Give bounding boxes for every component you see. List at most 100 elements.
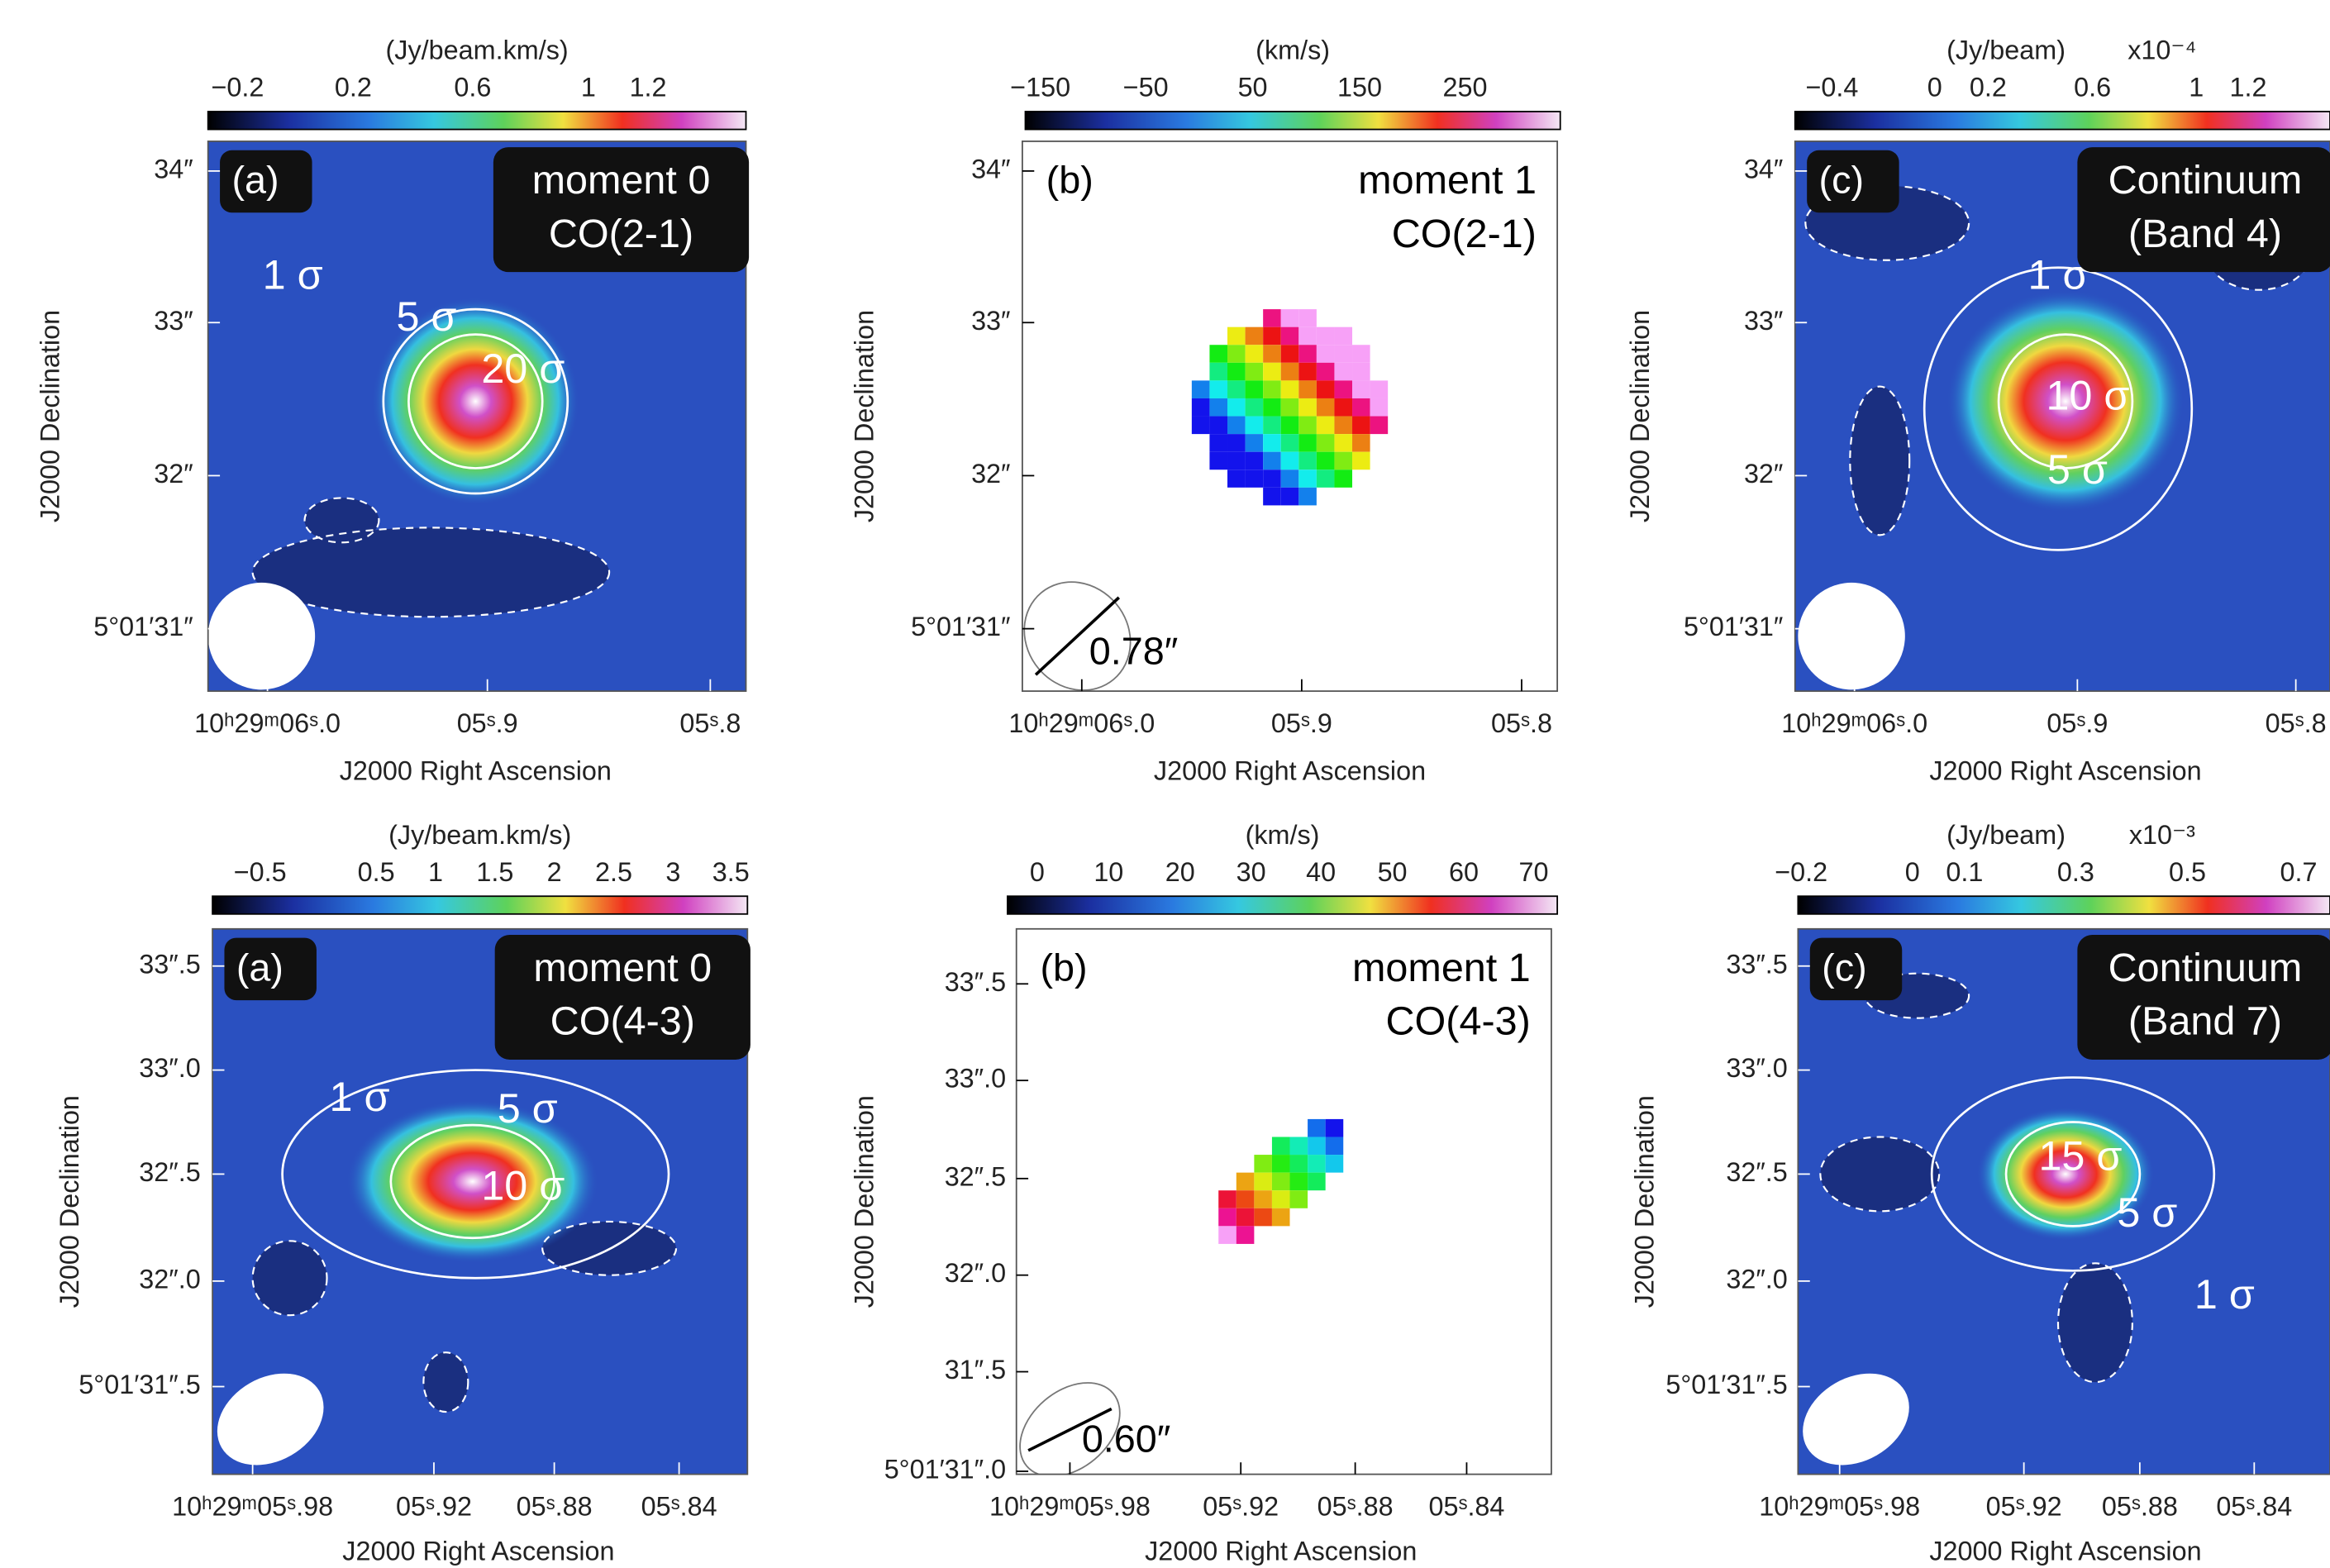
pixel [1352, 398, 1370, 417]
colorbar-tick-label: 50 [1238, 73, 1268, 102]
pixel [1246, 452, 1264, 470]
colorbar-tick-label: 70 [1519, 857, 1549, 887]
panel-title: moment 1 [1352, 946, 1531, 990]
beam-label: 0.60″ [1082, 1417, 1171, 1460]
panel-title: moment 1 [1358, 158, 1537, 203]
pixel [1334, 469, 1352, 488]
x-axis-label: J2000 Right Ascension [340, 756, 612, 786]
x-tick-label: 05ˢ.8 [679, 708, 741, 738]
colorbar [1008, 896, 1557, 914]
pixel [1326, 1119, 1344, 1137]
colorbar [1795, 112, 2330, 130]
pixel [1281, 398, 1299, 417]
x-tick-label: 05ˢ.92 [396, 1491, 472, 1521]
pixel [1263, 452, 1281, 470]
contour-label: 5 σ [498, 1084, 558, 1132]
y-tick-label: 34″ [1744, 154, 1783, 183]
pixel [1209, 417, 1227, 435]
colorbar-tick-label: 250 [1443, 73, 1488, 102]
y-tick-label: 33″ [971, 306, 1010, 336]
pixel [1192, 380, 1210, 398]
pixel [1298, 327, 1317, 346]
contour-label: 10 σ [481, 1162, 565, 1209]
pixel [1227, 469, 1246, 488]
pixel [1290, 1137, 1308, 1155]
panel-label: (a) [236, 946, 284, 989]
colorbar-tick-label: 1 [2189, 73, 2204, 102]
x-axis-label: J2000 Right Ascension [1145, 1536, 1417, 1566]
panel: (Jy/beam.km/s)−0.20.20.611.21 σ5 σ20 σ(a… [35, 36, 749, 786]
y-axis-label: J2000 Declination [35, 310, 64, 522]
x-tick-label: 05ˢ.92 [1986, 1491, 2062, 1521]
pixel [1298, 434, 1317, 452]
panel: (Jy/beam)x10⁻³−0.200.10.30.50.715 σ5 σ1 … [1630, 820, 2330, 1566]
pixel [1281, 345, 1299, 363]
pixel [1263, 434, 1281, 452]
x-tick-label: 05ˢ.84 [2216, 1491, 2292, 1521]
y-tick-label: 33″.5 [139, 949, 200, 979]
panel: (km/s)−150−50501502500.78″(b)moment 1CO(… [850, 36, 1560, 786]
y-tick-label: 32″.5 [1726, 1157, 1787, 1187]
colorbar-scale: x10⁻⁴ [2127, 36, 2196, 65]
colorbar-tick-label: 0 [1927, 73, 1942, 102]
y-tick-label: 33″ [154, 306, 193, 336]
pixel [1263, 345, 1281, 363]
pixel [1263, 327, 1281, 346]
pixel [1308, 1119, 1326, 1137]
panel-title: (Band 7) [2128, 999, 2282, 1044]
pixel [1209, 452, 1227, 470]
colorbar-scale: x10⁻³ [2129, 820, 2195, 850]
panel-title: moment 0 [533, 946, 712, 990]
x-tick-label: 05ˢ.92 [1203, 1491, 1279, 1521]
y-tick-label: 33″.0 [1726, 1053, 1787, 1083]
colorbar-tick-label: 30 [1236, 857, 1266, 887]
pixel [1254, 1208, 1272, 1227]
pixel [1227, 417, 1246, 435]
pixel [1334, 327, 1352, 346]
panel-label: (b) [1046, 159, 1094, 202]
contour-label: 5 σ [396, 293, 456, 340]
pixel [1218, 1190, 1236, 1208]
pixel [1246, 434, 1264, 452]
x-tick-label: 10ʰ29ᵐ05ˢ.98 [1759, 1491, 1920, 1521]
y-axis-label: J2000 Declination [1630, 1095, 1660, 1308]
dark-region [1850, 387, 1909, 536]
colorbar [1026, 112, 1560, 130]
y-tick-label: 5°01′31″.0 [884, 1455, 1006, 1485]
contour-label: 1 σ [263, 251, 323, 298]
pixel [1352, 452, 1370, 470]
y-tick-label: 5°01′31″.5 [79, 1370, 200, 1399]
pixel [1290, 1173, 1308, 1191]
pixel [1236, 1226, 1255, 1244]
y-tick-label: 32″.0 [139, 1264, 200, 1294]
pixel [1352, 380, 1370, 398]
colorbar-tick-label: 40 [1306, 857, 1336, 887]
y-tick-label: 32″ [154, 459, 193, 489]
colorbar [208, 112, 746, 130]
pixel [1317, 417, 1335, 435]
colorbar-tick-label: −0.2 [212, 73, 264, 102]
contour-label: 5 σ [2117, 1189, 2177, 1236]
x-tick-label: 05ˢ.9 [457, 708, 518, 738]
y-tick-label: 33″ [1744, 306, 1783, 336]
colorbar-tick-label: 0.3 [2057, 857, 2094, 887]
colorbar-tick-label: 0.2 [1970, 73, 2007, 102]
pixel [1352, 345, 1370, 363]
x-tick-label: 05ˢ.9 [2046, 708, 2108, 738]
pixel [1236, 1173, 1255, 1191]
pixel [1334, 345, 1352, 363]
figure: (Jy/beam.km/s)−0.20.20.611.21 σ5 σ20 σ(a… [0, 0, 2330, 1568]
pixel [1272, 1155, 1290, 1173]
colorbar-tick-label: 3.5 [712, 857, 750, 887]
pixel [1227, 380, 1246, 398]
colorbar-tick-label: 0.1 [1946, 857, 1983, 887]
contour-label: 5 σ [2047, 446, 2108, 493]
x-tick-label: 10ʰ29ᵐ06ˢ.0 [194, 708, 341, 738]
colorbar-tick-label: −50 [1123, 73, 1169, 102]
x-tick-label: 05ˢ.9 [1271, 708, 1332, 738]
y-tick-label: 33″.5 [1726, 949, 1787, 979]
x-tick-label: 10ʰ29ᵐ06ˢ.0 [1008, 708, 1155, 738]
colorbar-tick-label: 2 [547, 857, 562, 887]
pixel [1254, 1155, 1272, 1173]
beam-label: 0.78″ [1089, 630, 1179, 673]
